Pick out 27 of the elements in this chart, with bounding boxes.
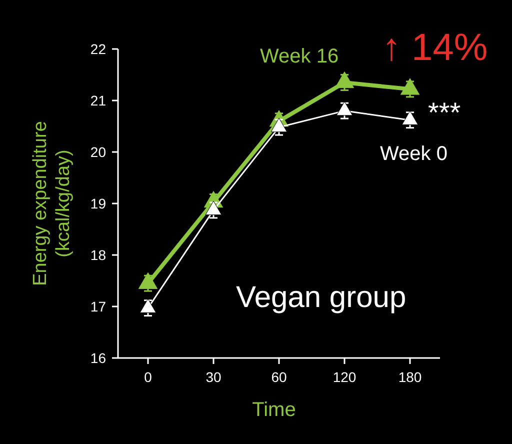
x-tick-label: 30 xyxy=(206,369,222,385)
annotation: *** xyxy=(428,97,461,128)
y-tick-label: 16 xyxy=(90,350,106,366)
point xyxy=(334,71,354,88)
x-tick-label: 0 xyxy=(144,369,152,385)
point xyxy=(336,101,353,116)
y-tick-label: 17 xyxy=(90,298,106,314)
y-tick-label: 21 xyxy=(90,92,106,108)
y-tick-label: 20 xyxy=(90,144,106,160)
point xyxy=(400,78,420,95)
point xyxy=(140,298,156,313)
series-label: Week 0 xyxy=(380,143,448,166)
x-tick-label: 60 xyxy=(271,369,287,385)
series-label: Week 16 xyxy=(260,45,339,68)
text: Vegan group xyxy=(236,281,406,314)
point xyxy=(270,118,288,132)
y-axis-title: Energy expenditure (kcal/kg/day) xyxy=(30,121,74,286)
point xyxy=(138,272,158,289)
y-tick-label: 22 xyxy=(90,40,106,57)
x-tick-label: 120 xyxy=(332,369,356,385)
annotation: ↑ 14% xyxy=(382,27,488,69)
x-tick-label: 180 xyxy=(398,369,422,385)
point xyxy=(402,110,418,125)
y-tick-label: 19 xyxy=(90,195,106,212)
x-axis-title: Time xyxy=(252,399,296,421)
y-tick-label: 18 xyxy=(90,246,106,263)
point xyxy=(205,200,222,216)
